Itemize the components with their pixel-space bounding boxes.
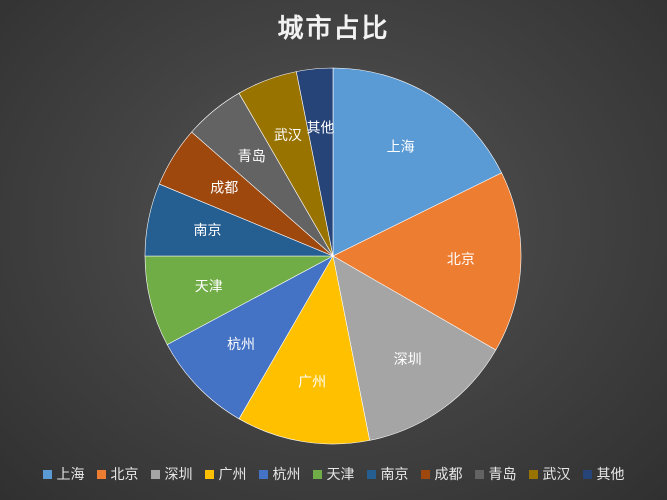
pie-slice-4: [238, 255, 371, 445]
pie-slice-label: 南京: [194, 223, 222, 239]
legend-swatch: [258, 469, 268, 479]
pie-slice-label: 青岛: [238, 149, 266, 165]
legend-swatch: [528, 469, 538, 479]
legend-label: 成都: [434, 467, 463, 483]
legend-item: 南京: [366, 464, 409, 484]
legend-label: 深圳: [164, 467, 193, 483]
pie-slice-1: [332, 67, 503, 257]
legend-item: 武汉: [528, 464, 571, 484]
legend-swatch: [474, 469, 484, 479]
legend-swatch: [366, 469, 376, 479]
pie-slice-label: 上海: [387, 139, 415, 155]
legend-label: 青岛: [488, 467, 517, 483]
pie-slice-label: 武汉: [274, 128, 302, 144]
legend-item: 深圳: [150, 464, 193, 484]
legend-label: 武汉: [542, 467, 571, 483]
chart-legend: 上海 北京 深圳 广州 杭州 天津 南京 成都 青岛 武汉 其他: [0, 464, 667, 484]
legend-swatch: [582, 469, 592, 479]
legend-swatch: [150, 469, 160, 479]
legend-item: 广州: [204, 464, 247, 484]
legend-label: 其他: [596, 467, 625, 483]
pie-slice-label: 深圳: [394, 352, 422, 368]
legend-swatch: [42, 469, 52, 479]
legend-label: 天津: [326, 467, 355, 483]
legend-label: 杭州: [272, 467, 301, 483]
pie-slice-5: [166, 255, 334, 420]
legend-label: 南京: [380, 467, 409, 483]
legend-item: 青岛: [474, 464, 517, 484]
legend-item: 成都: [420, 464, 463, 484]
pie-slice-6: [144, 255, 334, 346]
pie-slices: [144, 67, 522, 445]
legend-swatch: [312, 469, 322, 479]
legend-item: 北京: [96, 464, 139, 484]
pie-slice-2: [332, 172, 522, 351]
legend-swatch: [96, 469, 106, 479]
legend-label: 广州: [218, 467, 247, 483]
chart-title: 城市占比: [277, 14, 390, 44]
legend-swatch: [420, 469, 430, 479]
pie-slice-3: [332, 255, 497, 441]
pie-slice-11: [295, 67, 334, 257]
pie-slice-label: 成都: [210, 180, 238, 196]
pie-slice-label: 广州: [298, 374, 326, 390]
legend-item: 上海: [42, 464, 85, 484]
legend-label: 北京: [110, 467, 139, 483]
pie-slice-label: 北京: [447, 252, 475, 268]
legend-item: 天津: [312, 464, 355, 484]
pie-slice-label: 天津: [195, 279, 223, 295]
legend-item: 杭州: [258, 464, 301, 484]
pie-slice-label: 其他: [307, 121, 335, 137]
legend-label: 上海: [56, 467, 85, 483]
legend-swatch: [204, 469, 214, 479]
pie-slice-label: 杭州: [227, 337, 255, 353]
legend-item: 其他: [582, 464, 625, 484]
